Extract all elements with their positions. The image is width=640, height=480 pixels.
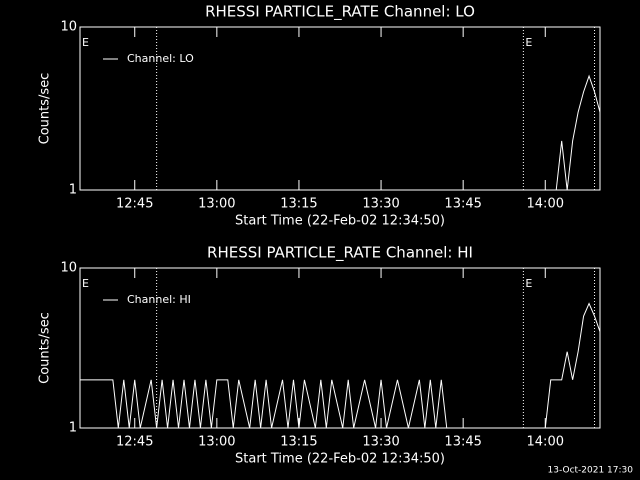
x-tick-label: 13:00 — [198, 435, 235, 450]
x-tick-label: 13:15 — [280, 435, 317, 450]
y-tick-label: 10 — [60, 20, 77, 35]
x-tick-label: 13:00 — [198, 197, 235, 212]
legend-label: Channel: LO — [127, 52, 194, 65]
chart-title: RHESSI PARTICLE_RATE Channel: LO — [205, 3, 475, 22]
event-label: E — [525, 277, 532, 290]
event-label: E — [525, 36, 532, 49]
data-line — [80, 302, 601, 429]
x-tick-label: 13:45 — [444, 435, 481, 450]
plot-frame — [79, 267, 601, 429]
y-tick-label: 1 — [69, 183, 77, 198]
event-label: E — [82, 36, 89, 49]
x-tick-label: 13:45 — [444, 197, 481, 212]
y-axis-label: Counts/sec — [38, 73, 53, 145]
x-tick-label: 14:00 — [527, 435, 564, 450]
x-tick-label: 13:15 — [280, 197, 317, 212]
x-axis-label: Start Time (22-Feb-02 12:34:50) — [235, 214, 445, 229]
x-tick-label: 14:00 — [527, 197, 564, 212]
x-tick-label: 13:30 — [362, 197, 399, 212]
event-label: E — [82, 277, 89, 290]
x-tick-label: 12:45 — [116, 197, 153, 212]
x-tick-label: 13:30 — [362, 435, 399, 450]
chart-title: RHESSI PARTICLE_RATE Channel: HI — [207, 244, 473, 263]
y-axis-label: Counts/sec — [38, 312, 53, 384]
x-axis-label: Start Time (22-Feb-02 12:34:50) — [235, 452, 445, 467]
legend-label: Channel: HI — [127, 293, 191, 306]
y-tick-label: 10 — [60, 261, 77, 276]
y-tick-label: 1 — [69, 421, 77, 436]
data-line — [80, 74, 601, 191]
footer: 13-Oct-2021 17:30 — [548, 466, 634, 476]
x-tick-label: 12:45 — [116, 435, 153, 450]
